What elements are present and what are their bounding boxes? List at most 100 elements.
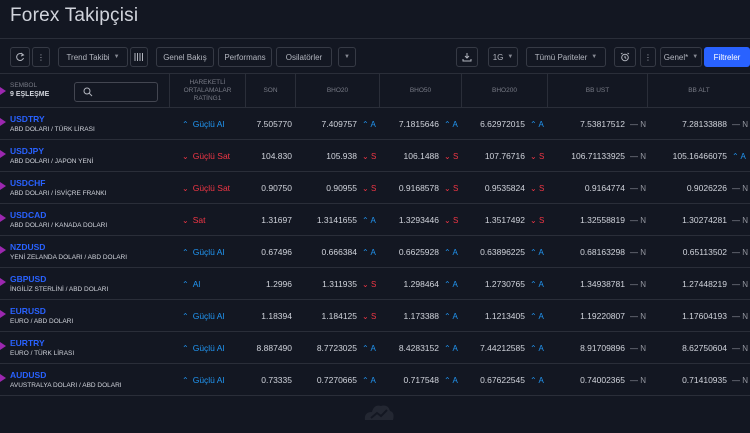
signal-indicator: ⌃ A xyxy=(530,247,544,257)
flag-icon[interactable] xyxy=(0,182,6,190)
interval-dropdown[interactable]: 1G ▼ xyxy=(488,47,518,67)
table-row[interactable]: EURTRY EURO / TÜRK LİRASI ⌃ Güçlü Al 8.88749… xyxy=(0,332,750,364)
alarm-button[interactable] xyxy=(614,47,636,67)
search-input[interactable] xyxy=(74,82,158,102)
signal-arrow-icon: ⌄ xyxy=(530,151,539,161)
symbol-link[interactable]: USDCAD xyxy=(10,210,47,220)
flag-icon[interactable] xyxy=(0,278,6,286)
flag-icon[interactable] xyxy=(0,150,6,158)
table-row[interactable]: GBPUSD İNGİLİZ STERLİNİ / ABD DOLARI ⌃ Al 1.… xyxy=(0,268,750,300)
toolbar: ⋮ Trend Takibi ▼ Genel Bakış Performans O… xyxy=(0,38,750,74)
last-cell: 1.31697 xyxy=(261,215,292,225)
tab-oscillators[interactable]: Osilatörler xyxy=(276,47,332,67)
signal-arrow-icon: ⌄ xyxy=(362,311,371,321)
symbol-link[interactable]: NZDUSD xyxy=(10,242,46,252)
flag-icon[interactable] xyxy=(0,246,6,254)
signal-arrow-icon: ⌃ xyxy=(362,247,371,257)
signal-indicator: — N xyxy=(732,119,749,129)
page-title: Forex Takipçisi xyxy=(10,5,139,26)
signal-indicator: — N xyxy=(630,119,647,129)
table-row[interactable]: USDTRY ABD DOLARI / TÜRK LİRASI ⌃ Güçlü Al 7… xyxy=(0,108,750,140)
rating-arrow-icon: ⌃ xyxy=(182,375,189,385)
bb-lower-header[interactable]: BB ALT xyxy=(648,74,750,108)
bho50-cell: 7.1815646 ⌃ A xyxy=(398,119,458,129)
general-dropdown[interactable]: Genel* ▼ xyxy=(660,47,702,67)
table-row[interactable]: AUDUSD AVUSTRALYA DOLARI / ABD DOLARI ⌃ Güç… xyxy=(0,364,750,396)
tab-overview[interactable]: Genel Bakış xyxy=(156,47,214,67)
signal-indicator: ⌃ A xyxy=(444,343,458,353)
flag-icon[interactable] xyxy=(0,374,6,382)
flag-icon[interactable] xyxy=(0,310,6,318)
symbol-link[interactable]: USDTRY xyxy=(10,114,45,124)
signal-indicator: ⌄ S xyxy=(530,151,545,161)
rating-arrow-icon: ⌃ xyxy=(182,247,189,257)
signal-indicator: ⌃ A xyxy=(362,119,376,129)
signal-arrow-icon: — xyxy=(732,247,743,257)
tabs-more-button[interactable]: ▼ xyxy=(338,47,356,67)
symbol-link[interactable]: USDJPY xyxy=(10,146,45,156)
caret-down-icon: ▼ xyxy=(591,54,598,60)
rating-arrow-icon: ⌃ xyxy=(182,311,189,321)
signal-indicator: ⌃ A xyxy=(444,279,458,289)
bbu-cell: 7.53817512— N xyxy=(580,119,647,129)
signal-arrow-icon: ⌄ xyxy=(362,183,371,193)
rating-header[interactable]: HAREKETLİ ORTALAMALAR RATİNG1 xyxy=(170,74,246,108)
columns-button[interactable] xyxy=(130,47,148,67)
symbol-link[interactable]: GBPUSD xyxy=(10,274,47,284)
signal-arrow-icon: — xyxy=(630,343,641,353)
last-cell: 0.67496 xyxy=(261,247,292,257)
bho20-header[interactable]: BHO20 xyxy=(296,74,380,108)
flag-icon[interactable] xyxy=(0,118,6,126)
more-options-button[interactable]: ⋮ xyxy=(32,47,50,67)
table-row[interactable]: USDCHF ABD DOLARI / İSVİÇRE FRANKI ⌄ Güçlü … xyxy=(0,172,750,204)
symbol-header[interactable]: SEMBOL 9 EŞLEŞME xyxy=(0,74,170,108)
last-cell: 1.2996 xyxy=(266,279,292,289)
signal-indicator: ⌄ S xyxy=(362,151,377,161)
tab-performance[interactable]: Performans xyxy=(218,47,272,67)
settings-more-button[interactable]: ⋮ xyxy=(640,47,656,67)
signal-arrow-icon: ⌃ xyxy=(530,279,539,289)
signal-indicator: — N xyxy=(732,215,749,225)
signal-arrow-icon: — xyxy=(630,183,641,193)
filters-button[interactable]: Filtreler xyxy=(704,47,750,67)
signal-arrow-icon: ⌃ xyxy=(362,375,371,385)
symbol-link[interactable]: USDCHF xyxy=(10,178,46,188)
bho50-cell: 1.298464 ⌃ A xyxy=(403,279,458,289)
signal-arrow-icon: ⌄ xyxy=(530,215,539,225)
signal-indicator: — N xyxy=(630,215,647,225)
columns-icon xyxy=(134,53,143,61)
symbol-description: YENİ ZELANDA DOLARI / ABD DOLARI xyxy=(10,254,128,261)
export-button[interactable] xyxy=(456,47,478,67)
last-header[interactable]: SON xyxy=(246,74,296,108)
signal-arrow-icon: ⌄ xyxy=(444,183,453,193)
signal-indicator: — N xyxy=(630,311,647,321)
rating-cell: ⌃ Güçlü Al xyxy=(182,119,225,129)
table-row[interactable]: EURUSD EURO / ABD DOLARI ⌃ Güçlü Al 1.18394 1… xyxy=(0,300,750,332)
table-row[interactable]: NZDUSD YENİ ZELANDA DOLARI / ABD DOLARI ⌃ G… xyxy=(0,236,750,268)
pairs-dropdown[interactable]: Tümü Pariteler ▼ xyxy=(526,47,606,67)
bbl-cell: 105.16466075 ⌃ A xyxy=(672,151,746,161)
refresh-icon xyxy=(16,52,25,62)
caret-down-icon: ▼ xyxy=(113,54,120,60)
flag-icon[interactable] xyxy=(0,342,6,350)
bbl-cell: 1.30274281— N xyxy=(682,215,749,225)
search-icon xyxy=(83,87,93,97)
last-cell: 1.18394 xyxy=(261,311,292,321)
symbol-link[interactable]: EURTRY xyxy=(10,338,45,348)
trend-dropdown[interactable]: Trend Takibi ▼ xyxy=(58,47,128,67)
signal-indicator: ⌃ A xyxy=(362,343,376,353)
bho200-header[interactable]: BHO200 xyxy=(462,74,548,108)
signal-indicator: ⌄ S xyxy=(362,311,377,321)
bb-upper-header[interactable]: BB UST xyxy=(548,74,648,108)
flag-icon[interactable] xyxy=(0,214,6,222)
signal-indicator: ⌄ S xyxy=(444,183,459,193)
bbu-cell: 1.19220807— N xyxy=(580,311,647,321)
bho20-cell: 0.666384 ⌃ A xyxy=(321,247,376,257)
bho50-header[interactable]: BHO50 xyxy=(380,74,462,108)
refresh-button[interactable] xyxy=(10,47,30,67)
signal-arrow-icon: — xyxy=(732,215,743,225)
symbol-link[interactable]: EURUSD xyxy=(10,306,46,316)
symbol-link[interactable]: AUDUSD xyxy=(10,370,47,380)
table-row[interactable]: USDJPY ABD DOLARI / JAPON YENİ ⌄ Güçlü Sat 1… xyxy=(0,140,750,172)
table-row[interactable]: USDCAD ABD DOLARI / KANADA DOLARI ⌄ Sat 1.31… xyxy=(0,204,750,236)
